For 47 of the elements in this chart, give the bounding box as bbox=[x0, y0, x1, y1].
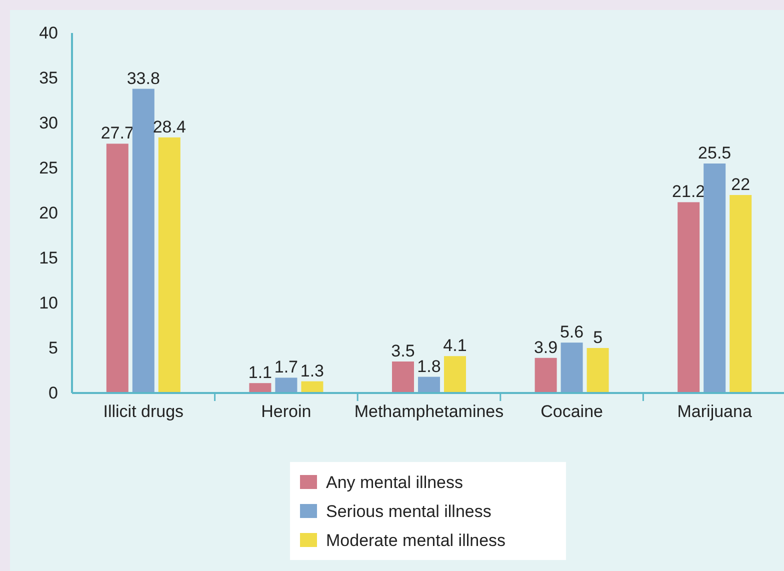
y-tick-label: 25 bbox=[39, 158, 58, 178]
data-label: 22 bbox=[731, 175, 750, 194]
data-label: 4.1 bbox=[443, 336, 467, 356]
bar bbox=[158, 137, 180, 393]
y-tick-label: 0 bbox=[48, 383, 58, 402]
y-tick-label: 15 bbox=[39, 248, 58, 268]
data-label: 5 bbox=[593, 328, 603, 347]
data-label: 21.2 bbox=[672, 182, 706, 202]
y-tick-label: 5 bbox=[48, 338, 58, 358]
bar bbox=[444, 356, 466, 393]
x-tick-label: Methamphetamines bbox=[354, 402, 504, 422]
legend-label: Any mental illness bbox=[326, 473, 464, 492]
bar bbox=[534, 358, 557, 393]
bar bbox=[730, 195, 752, 393]
x-tick-label: Heroin bbox=[261, 402, 312, 422]
bar bbox=[678, 202, 700, 393]
data-label: 1.3 bbox=[300, 361, 324, 380]
y-tick-label: 35 bbox=[39, 68, 58, 88]
bar bbox=[132, 88, 154, 393]
y-tick-label: 30 bbox=[39, 113, 58, 132]
data-label: 33.8 bbox=[126, 68, 160, 88]
legend-label: Moderate mental illness bbox=[326, 531, 506, 550]
data-label: 3.9 bbox=[534, 338, 558, 357]
data-label: 28.4 bbox=[152, 117, 186, 136]
x-tick-label: Illicit drugs bbox=[103, 402, 184, 422]
data-label: 1.1 bbox=[248, 363, 272, 382]
bar bbox=[249, 383, 272, 393]
data-label: 1.8 bbox=[417, 356, 441, 376]
bar bbox=[106, 144, 128, 393]
data-label: 25.5 bbox=[698, 144, 732, 162]
data-label: 3.5 bbox=[391, 342, 415, 360]
y-tick-label: 40 bbox=[39, 23, 58, 42]
legend-label: Serious mental illness bbox=[326, 502, 492, 521]
x-tick-label: Marijuana bbox=[677, 402, 752, 422]
bar bbox=[275, 378, 298, 393]
bar bbox=[586, 348, 609, 393]
data-label: 1.7 bbox=[274, 358, 298, 377]
bar bbox=[392, 362, 414, 393]
data-label: 27.7 bbox=[100, 124, 134, 143]
bar bbox=[418, 376, 440, 393]
data-label: 5.6 bbox=[560, 322, 584, 342]
x-tick-label: Cocaine bbox=[540, 402, 603, 422]
bar bbox=[301, 381, 324, 393]
y-tick-label: 20 bbox=[39, 203, 58, 222]
bar bbox=[560, 342, 583, 393]
y-tick-label: 10 bbox=[39, 293, 58, 312]
bar bbox=[704, 164, 726, 393]
